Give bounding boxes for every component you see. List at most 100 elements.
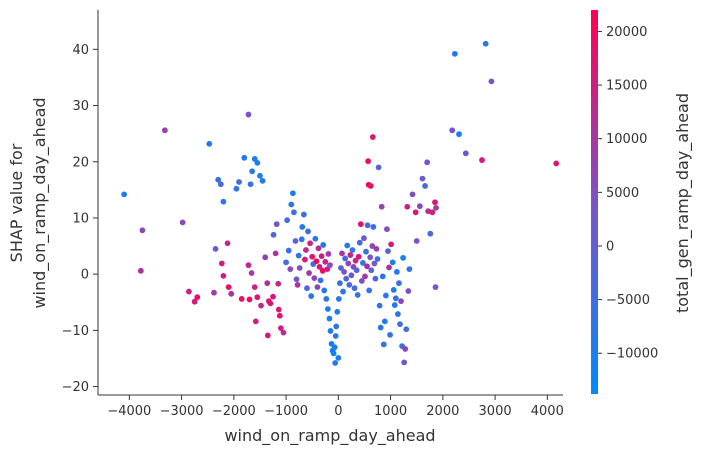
scatter-point (318, 253, 325, 260)
scatter-point (372, 275, 379, 282)
scatter-point (276, 312, 283, 319)
scatter-point (373, 245, 380, 252)
scatter-point (333, 323, 340, 330)
x-tick-label: −4000 (107, 404, 151, 419)
scatter-point (412, 209, 419, 216)
scatter-point (320, 242, 327, 248)
scatter-point (312, 235, 319, 242)
scatter-point (345, 260, 352, 267)
scatter-point (337, 280, 343, 287)
scatter-point (394, 311, 401, 317)
scatter-point (380, 341, 387, 348)
colorbar-tick-label: 20000 (606, 25, 647, 40)
scatter-point (392, 295, 399, 302)
scatter-point (301, 256, 308, 263)
scatter-point (215, 176, 222, 183)
scatter-point (363, 248, 369, 255)
scatter-point (121, 191, 128, 198)
scatter-point (321, 287, 328, 294)
scatter-point (186, 288, 192, 295)
scatter-point (324, 306, 331, 312)
scatter-point (264, 280, 271, 287)
scatter-point (299, 224, 306, 230)
y-tick-label: 10 (72, 211, 89, 226)
scatter-point (341, 269, 347, 275)
scatter-point (277, 325, 284, 332)
scatter-point (335, 355, 342, 361)
scatter-point (388, 241, 395, 248)
scatter-point (432, 199, 438, 206)
scatter-point (306, 270, 312, 276)
scatter-point (367, 254, 374, 261)
scatter-point (354, 292, 361, 298)
scatter-point (293, 276, 300, 283)
scatter-point (300, 211, 307, 218)
scatter-point (382, 292, 389, 299)
x-axis-label: wind_on_ramp_day_ahead (224, 426, 435, 446)
scatter-point (326, 315, 333, 322)
scatter-point (332, 333, 339, 339)
scatter-point (338, 265, 344, 271)
colorbar-tick-label: 0 (606, 239, 614, 254)
scatter-point (356, 239, 363, 246)
scatter-point (358, 278, 365, 284)
scatter-point (228, 290, 235, 297)
scatter-point (376, 302, 383, 309)
scatter-point (375, 164, 382, 171)
scatter-point (218, 260, 225, 267)
scatter-point (404, 203, 411, 210)
scatter-point (429, 209, 436, 216)
scatter-point (406, 266, 413, 273)
scatter-point (220, 272, 227, 279)
scatter-point (316, 263, 323, 270)
scatter-point (311, 275, 318, 281)
scatter-point (317, 277, 324, 284)
scatter-point (224, 240, 231, 247)
scatter-point (267, 300, 274, 307)
x-tick-label: 4000 (531, 404, 564, 419)
colorbar-tick-label: −10000 (606, 347, 658, 362)
y-tick-label: 30 (72, 99, 89, 114)
scatter-point (332, 360, 339, 366)
scatter-point (419, 175, 426, 182)
scatter-point (258, 302, 264, 309)
scatter-point (403, 326, 410, 333)
scatter-point (270, 293, 276, 300)
scatter-point (427, 230, 434, 237)
x-tick-label: 3000 (479, 404, 512, 419)
scatter-point (387, 331, 393, 338)
colorbar: −10000 −5000 0 5000 10000 15000 20000 total_ge… (591, 10, 693, 394)
scatter-point (396, 280, 402, 287)
scatter-point (248, 270, 255, 276)
scatter-point (482, 40, 489, 47)
scatter-point (247, 181, 254, 188)
scatter-point (362, 273, 368, 280)
plot-area: −4000 −3000 −2000 −1000 0 1000 2000 3000 4000 −2… (62, 10, 564, 419)
scatter-point (378, 203, 385, 210)
scatter-point (252, 318, 259, 325)
scatter-point (366, 287, 373, 294)
scatter-point (402, 346, 409, 352)
y-axis-ticks: −20 −10 0 10 20 30 40 (62, 43, 98, 395)
scatter-point (236, 179, 242, 185)
x-tick-label: 2000 (426, 404, 459, 419)
colorbar-label: total_gen_ramp_day_ahead (673, 93, 693, 313)
scatter-point (364, 263, 370, 270)
scatter-point (364, 222, 371, 229)
scatter-point (217, 181, 224, 188)
scatter-point (289, 190, 296, 197)
scatter-point (451, 50, 458, 57)
scatter-point (456, 131, 462, 138)
y-tick-label: 20 (72, 155, 89, 170)
scatter-point (344, 242, 351, 249)
scatter-point (249, 168, 256, 175)
scatter-point (283, 259, 289, 266)
scatter-point (285, 247, 292, 254)
scatter-point (405, 288, 412, 294)
scatter-point (298, 236, 305, 243)
scatter-point (257, 172, 263, 179)
x-tick-label: 0 (334, 404, 342, 419)
scatter-point (553, 160, 560, 167)
scatter-point (325, 251, 332, 257)
